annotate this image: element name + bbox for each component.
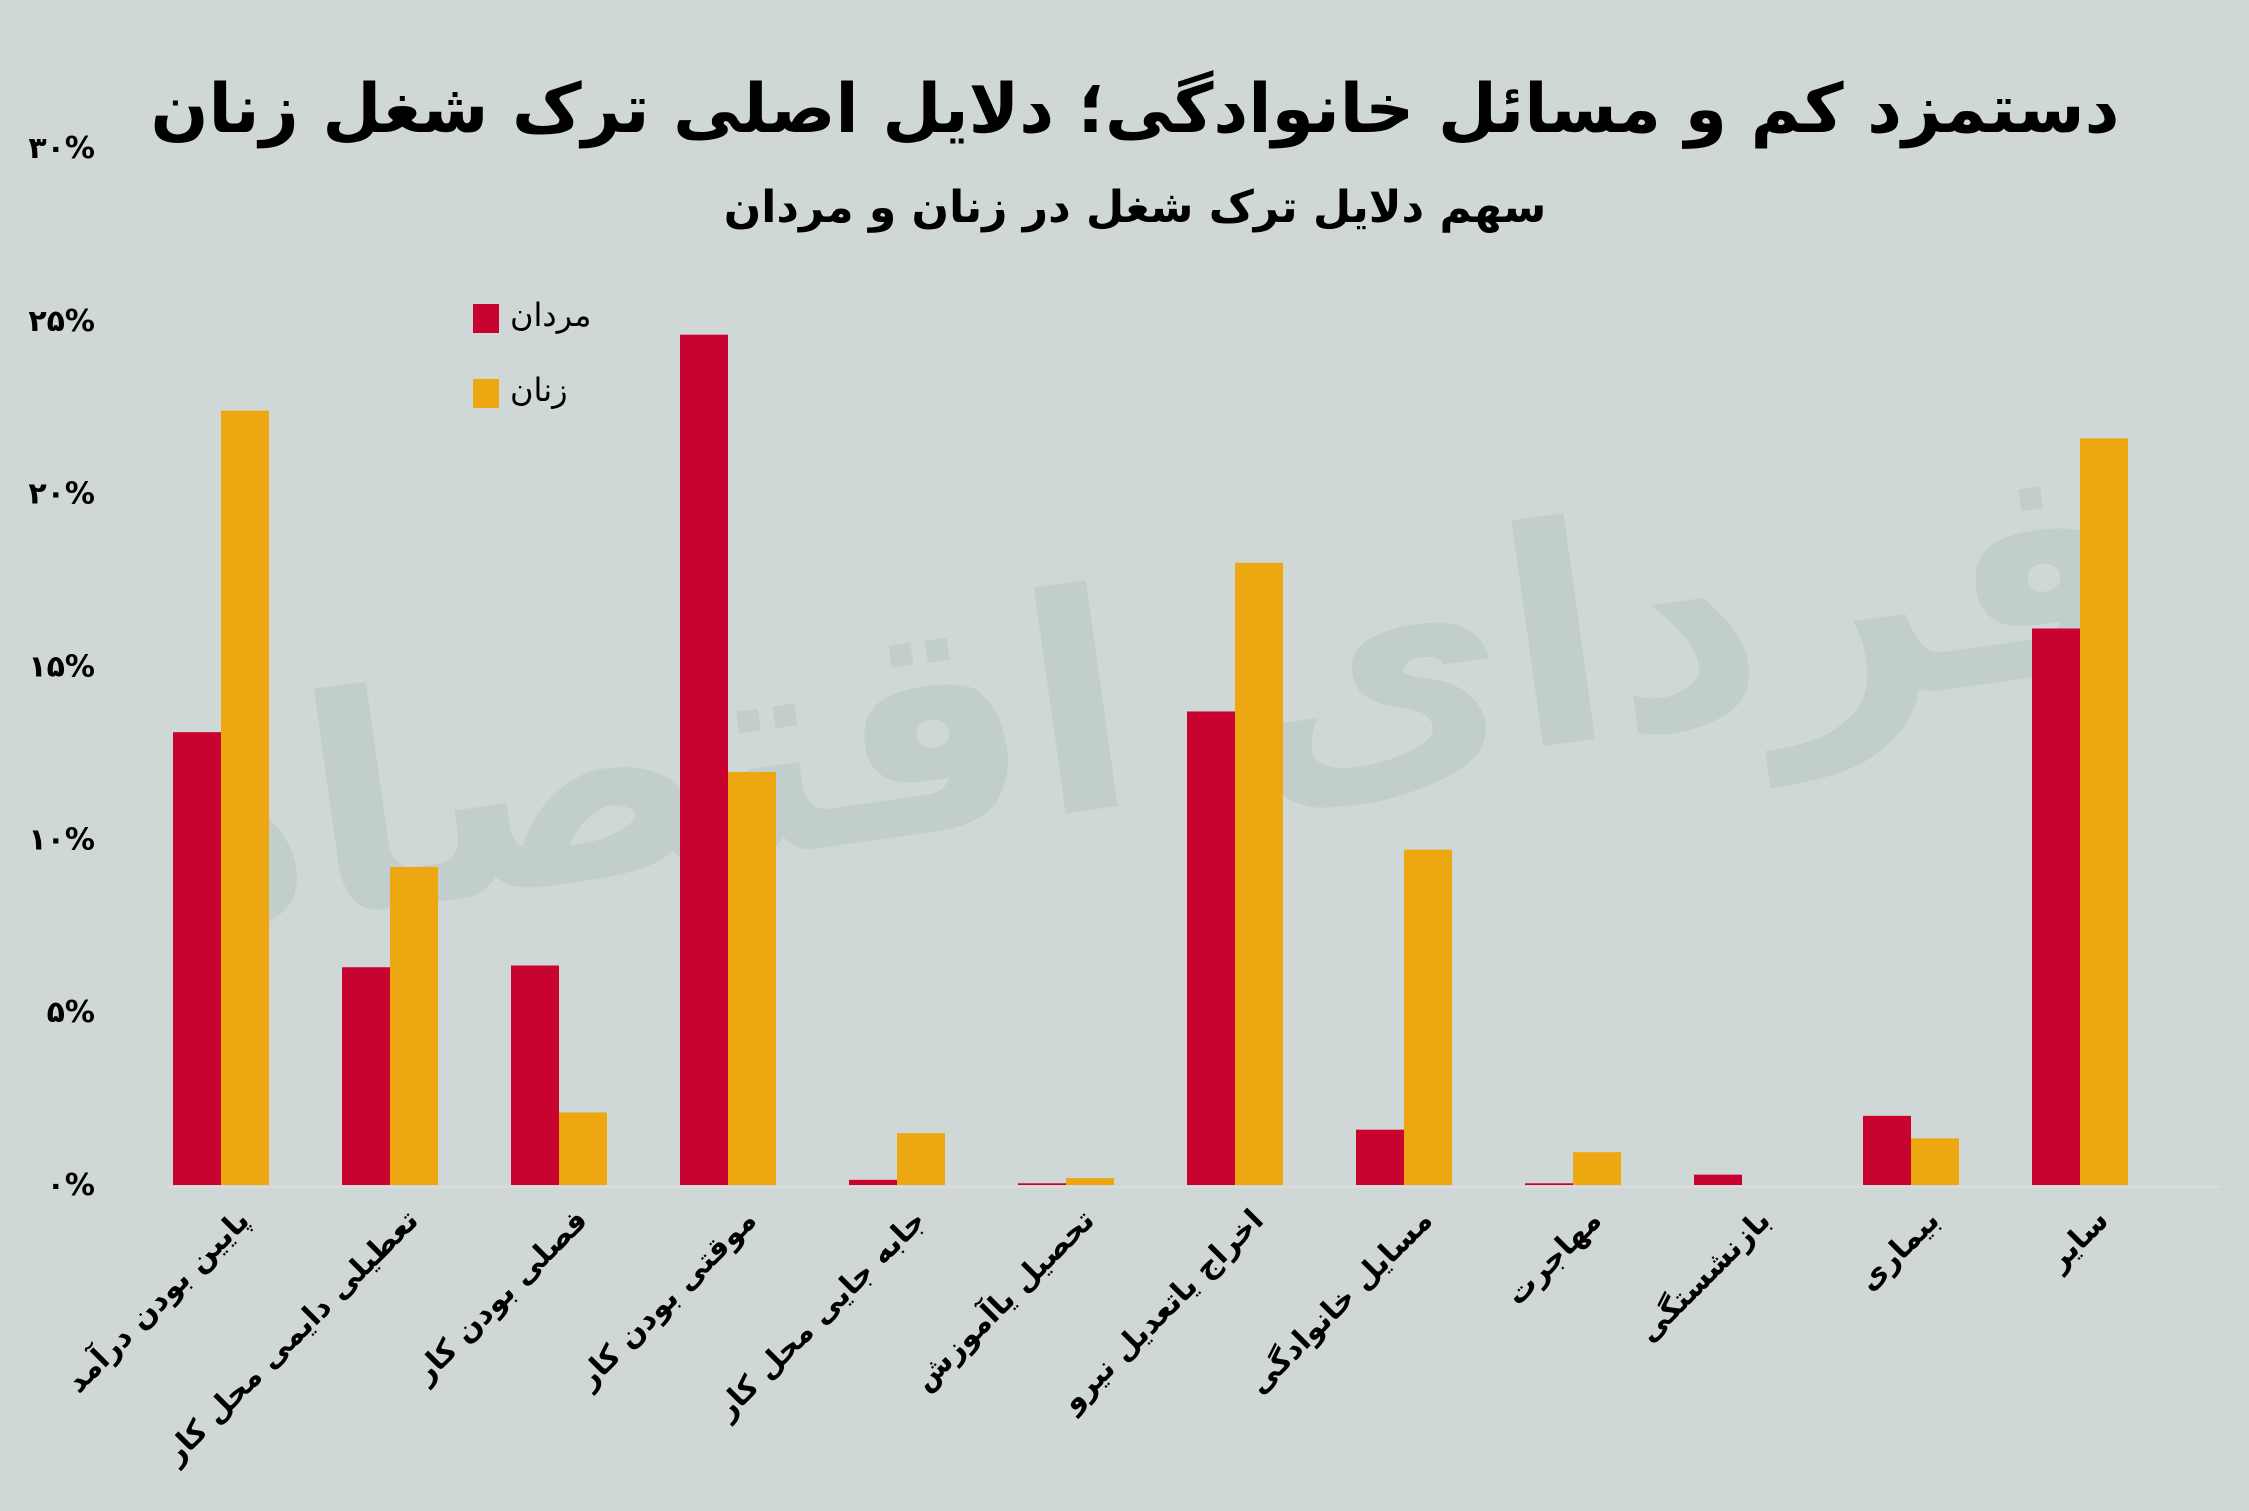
bar-men: [1187, 711, 1235, 1185]
bar-women: [221, 410, 269, 1185]
x-tick-label: تحصیل یاآموزش: [905, 1201, 1101, 1397]
bar-women: [1911, 1138, 1959, 1185]
legend-label-women: زنان: [510, 371, 568, 409]
bar-women: [1573, 1152, 1621, 1185]
y-tick-label: ۰%: [47, 1168, 95, 1203]
bar-men: [849, 1179, 897, 1185]
y-tick-label: ۳۰%: [28, 131, 95, 166]
bar-men: [1525, 1183, 1573, 1185]
chart-title: دستمزد کم و مسائل خانوادگی؛ دلایل اصلی ت…: [150, 70, 2119, 149]
bar-men: [511, 965, 559, 1185]
y-tick-label: ۵%: [47, 995, 95, 1030]
y-axis: ۰% ۵% ۱۰% ۱۵% ۲۰% ۲۵% ۳۰%: [28, 131, 95, 1203]
bar-men: [1356, 1129, 1404, 1185]
chart-subtitle: سهم دلایل ترک شغل در زنان و مردان: [724, 182, 1547, 233]
bar-men: [173, 732, 221, 1185]
bar-men: [1018, 1183, 1066, 1185]
bar-men: [342, 967, 390, 1185]
legend-label-men: مردان: [510, 296, 591, 334]
x-tick-label: مهاجرت: [1499, 1203, 1609, 1313]
bar-women: [728, 771, 776, 1185]
x-tick-label: بازنشستگی: [1630, 1202, 1777, 1349]
bar-women: [1066, 1178, 1114, 1185]
bar-men: [680, 334, 728, 1185]
bar-women: [559, 1112, 607, 1185]
bars: [173, 334, 2128, 1185]
bar-women: [1235, 562, 1283, 1185]
legend: مردان زنان: [473, 296, 591, 409]
y-tick-label: ۱۰%: [28, 822, 95, 857]
x-tick-label: سایر: [2039, 1203, 2115, 1279]
y-tick-label: ۱۵%: [28, 650, 95, 685]
x-tick-label: موقتی بودن کار: [570, 1203, 764, 1397]
y-tick-label: ۲۵%: [28, 304, 95, 339]
x-tick-label: مسایل خانوادگی: [1241, 1202, 1440, 1401]
bar-women: [2080, 438, 2128, 1185]
x-tick-label: پایین بودن درآمد: [58, 1201, 257, 1400]
legend-swatch-men: [473, 304, 499, 333]
bar-women: [1404, 849, 1452, 1185]
legend-swatch-women: [473, 379, 499, 408]
x-tick-label: فصلی بودن کار: [406, 1203, 595, 1392]
bar-men: [1694, 1174, 1742, 1185]
x-tick-label: بیماری: [1851, 1203, 1946, 1298]
bar-women: [390, 866, 438, 1185]
bar-women: [897, 1133, 945, 1185]
bar-men: [2032, 628, 2080, 1185]
bar-men: [1863, 1115, 1911, 1185]
y-tick-label: ۲۰%: [28, 477, 95, 512]
